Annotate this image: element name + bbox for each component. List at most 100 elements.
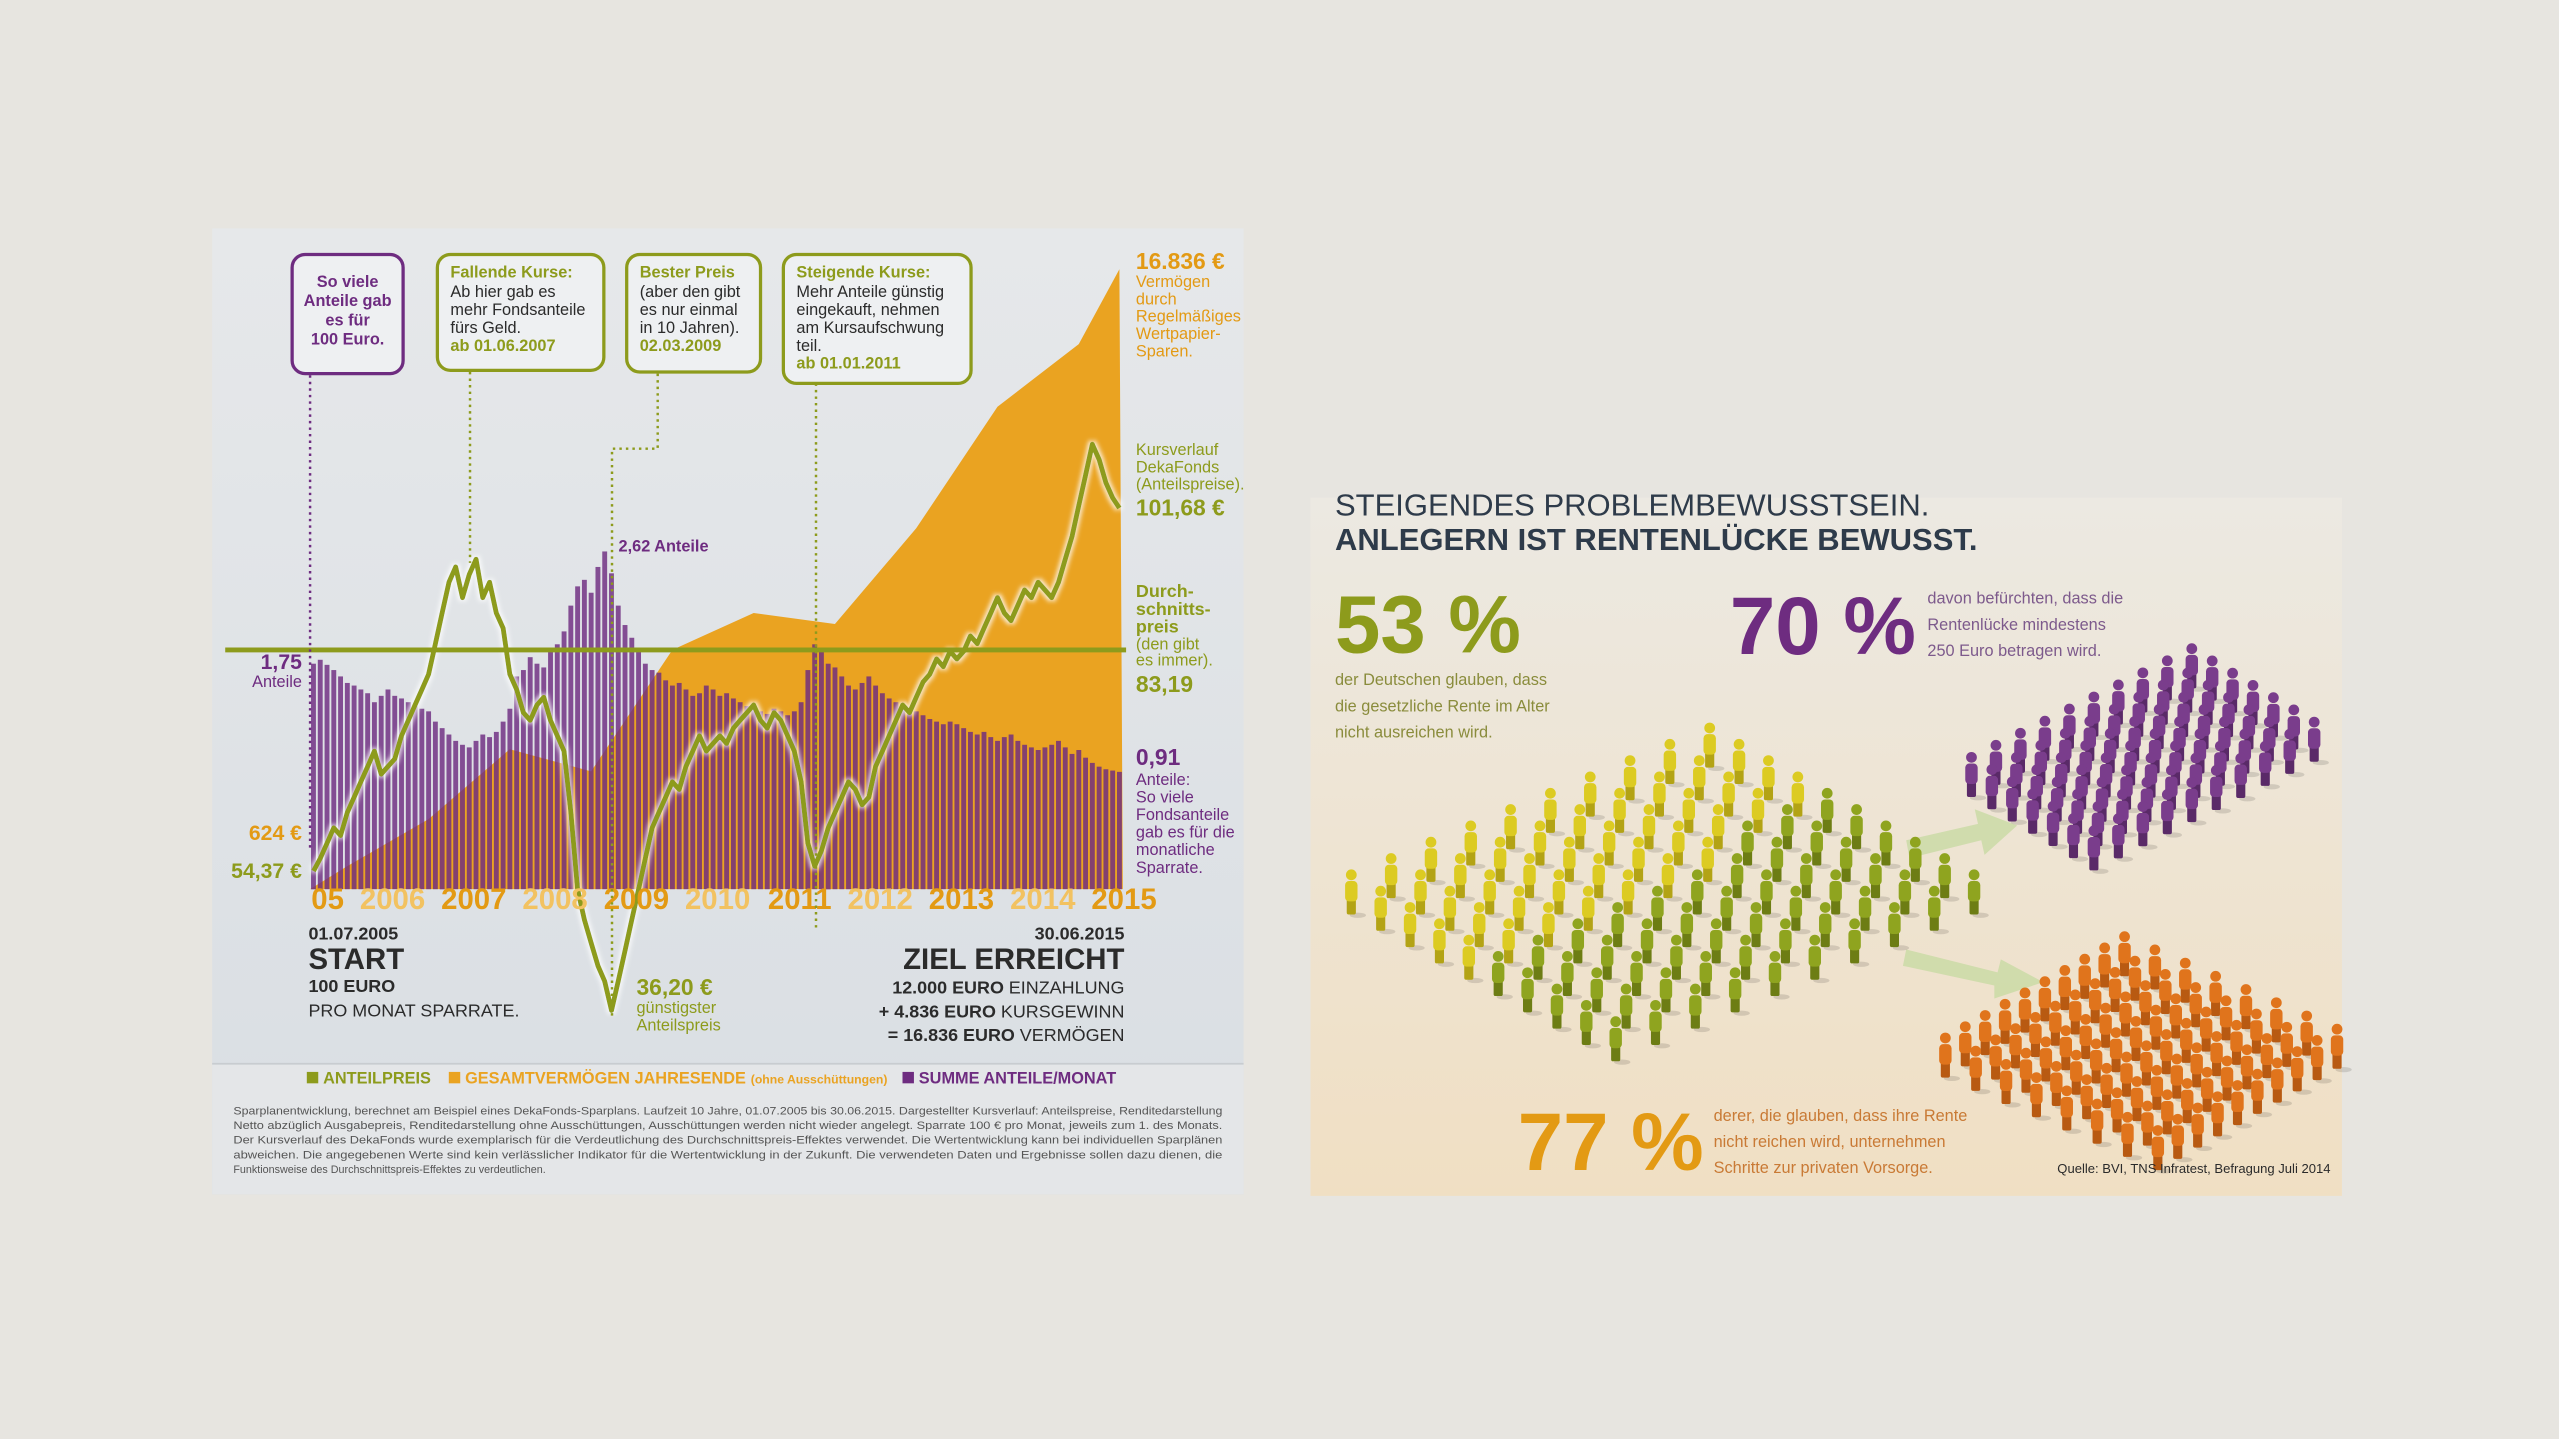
- person-legs: [1870, 882, 1881, 899]
- person-body: [1869, 864, 1882, 886]
- label: 100 EURO: [308, 976, 395, 996]
- person-legs: [1554, 898, 1564, 915]
- person-legs: [2021, 1077, 2031, 1093]
- person-body: [2019, 1059, 2033, 1080]
- bar: [466, 747, 472, 890]
- person-legs: [1889, 931, 1900, 948]
- person-head: [2000, 1059, 2012, 1070]
- person-body: [2200, 1078, 2214, 1099]
- person-legs: [2302, 1040, 2312, 1056]
- person: [1810, 820, 1832, 869]
- person-body: [2098, 954, 2111, 975]
- person: [1722, 771, 1744, 821]
- person-legs: [2082, 1103, 2092, 1120]
- person-legs: [1415, 898, 1426, 915]
- person-body: [1781, 815, 1794, 837]
- person-legs: [1405, 931, 1415, 948]
- person-legs: [2213, 1120, 2223, 1137]
- person-body: [1642, 815, 1656, 837]
- person-head: [2079, 953, 2091, 965]
- bar: [934, 721, 940, 890]
- person-head: [2130, 1015, 2142, 1027]
- label: So viele: [1136, 788, 1194, 806]
- person-body: [1888, 913, 1901, 935]
- right-panel: [1310, 497, 2342, 1196]
- person-head: [1821, 787, 1833, 799]
- bar: [615, 605, 621, 890]
- label: 83,19: [1136, 671, 1193, 697]
- person-head: [2088, 825, 2100, 837]
- person-head: [1513, 885, 1525, 897]
- person-body: [1544, 799, 1557, 820]
- person-body: [1523, 864, 1536, 886]
- person-body: [1839, 848, 1853, 869]
- person-body: [1649, 1011, 1662, 1032]
- price-line: [311, 441, 1122, 1013]
- person-body: [2149, 1016, 2163, 1037]
- label: Fallende Kurse:: [450, 263, 572, 281]
- person: [2121, 1111, 2143, 1161]
- person: [1504, 804, 1526, 853]
- x-tick-label: 2010: [685, 883, 750, 916]
- person: [1768, 951, 1790, 1000]
- person: [1939, 1032, 1961, 1082]
- bar: [947, 721, 953, 890]
- bar: [507, 708, 513, 890]
- bar: [419, 708, 425, 890]
- box: [781, 252, 973, 386]
- person: [1689, 983, 1711, 1033]
- bar: [812, 644, 818, 890]
- x-tick-label: 2006: [360, 883, 425, 916]
- person-body: [1819, 913, 1832, 935]
- person-body: [2006, 788, 2019, 809]
- person-body: [1621, 881, 1635, 902]
- label: 100 Euro.: [311, 330, 384, 348]
- goal-line: 12.000 EURO EINZAHLUNG: [892, 978, 1124, 998]
- bar: [642, 663, 648, 890]
- label: Bester Preis: [640, 263, 735, 281]
- person-head: [2112, 813, 2124, 825]
- person-body: [1512, 897, 1526, 918]
- person-legs: [1940, 1062, 1950, 1078]
- person-head: [1650, 999, 1661, 1011]
- person: [2291, 1046, 2312, 1095]
- person-body: [1965, 763, 1978, 784]
- person-legs: [1426, 866, 1436, 882]
- person-legs: [2000, 1028, 2010, 1044]
- person-head: [1505, 804, 1516, 815]
- person-legs: [2010, 1052, 2021, 1069]
- person-legs: [1841, 866, 1851, 882]
- person-head: [1415, 869, 1426, 881]
- person-head: [2035, 740, 2047, 751]
- person-head: [1601, 934, 1613, 946]
- label: Kursverlauf: [1136, 441, 1219, 459]
- person: [1542, 902, 1564, 951]
- person: [2046, 800, 2068, 850]
- person-body: [2209, 982, 2222, 1003]
- bar: [432, 721, 438, 890]
- person-body: [2118, 942, 2131, 964]
- person-legs: [1763, 784, 1774, 801]
- person-legs: [2212, 1060, 2222, 1077]
- person-body: [2250, 1020, 2263, 1041]
- person-legs: [1991, 1064, 2001, 1080]
- bar: [1117, 771, 1122, 890]
- person-head: [2149, 728, 2161, 740]
- goal-line: + 4.836 EURO KURSGEWINN: [879, 1001, 1125, 1021]
- person: [2251, 1068, 2273, 1118]
- person-body: [1473, 913, 1486, 935]
- person-head: [2211, 1031, 2222, 1042]
- person-body: [2239, 995, 2253, 1017]
- person-body: [2230, 1031, 2243, 1052]
- person-legs: [1969, 898, 1979, 915]
- person-legs: [1552, 1013, 1562, 1029]
- person: [2191, 1102, 2213, 1152]
- person-body: [2330, 1035, 2344, 1056]
- label: 77 %: [1518, 1097, 1704, 1188]
- person-legs: [1791, 915, 1801, 931]
- person: [1613, 787, 1635, 837]
- person-head: [2331, 1023, 2343, 1035]
- person-body: [2185, 788, 2198, 810]
- bar: [649, 670, 655, 890]
- bar: [825, 663, 831, 890]
